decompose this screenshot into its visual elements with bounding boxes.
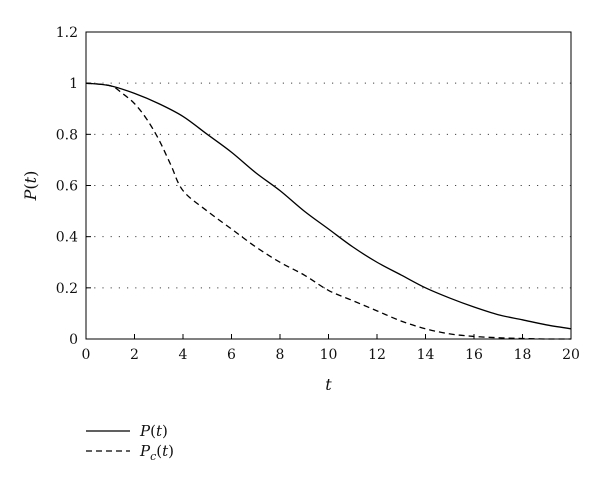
x-tick-label: 12 (368, 347, 386, 363)
x-tick-label: 6 (227, 347, 236, 363)
series-line-pc (85, 82, 572, 340)
x-tick-label: 4 (179, 347, 188, 363)
series-line-p (85, 82, 572, 330)
x-tick-label: 8 (276, 347, 285, 363)
plot-frame (85, 31, 572, 340)
y-tick-label: 0.4 (56, 230, 78, 246)
y-tick-label: 0.8 (56, 127, 78, 143)
x-tick-label: 0 (82, 347, 91, 363)
series-layer (85, 82, 572, 340)
y-axis-label: P(t) (21, 171, 40, 202)
x-tick-label: 16 (465, 347, 483, 363)
legend: P(t) Pc(t) (86, 422, 174, 463)
legend-label: Pc(t) (139, 442, 174, 463)
legend-label: P(t) (139, 422, 168, 440)
x-tick-label: 20 (562, 347, 580, 363)
x-tick-label: 18 (514, 347, 532, 363)
axis-ticks (85, 31, 572, 340)
x-tick-label: 14 (417, 347, 435, 363)
x-tick-label: 2 (130, 347, 139, 363)
y-tick-label: 1.2 (56, 25, 78, 41)
y-tick-label: 1 (69, 76, 78, 92)
x-tick-label: 10 (320, 347, 338, 363)
y-tick-label: 0.6 (56, 179, 78, 195)
x-axis-label: t (325, 375, 332, 394)
y-tick-label: 0 (69, 332, 78, 348)
tick-labels: 0 0.2 0.4 0.6 0.8 1 1.2 0 2 4 6 8 10 12 14 16 18 20 (56, 25, 580, 363)
grid-lines (86, 82, 571, 289)
y-tick-label: 0.2 (56, 281, 78, 297)
